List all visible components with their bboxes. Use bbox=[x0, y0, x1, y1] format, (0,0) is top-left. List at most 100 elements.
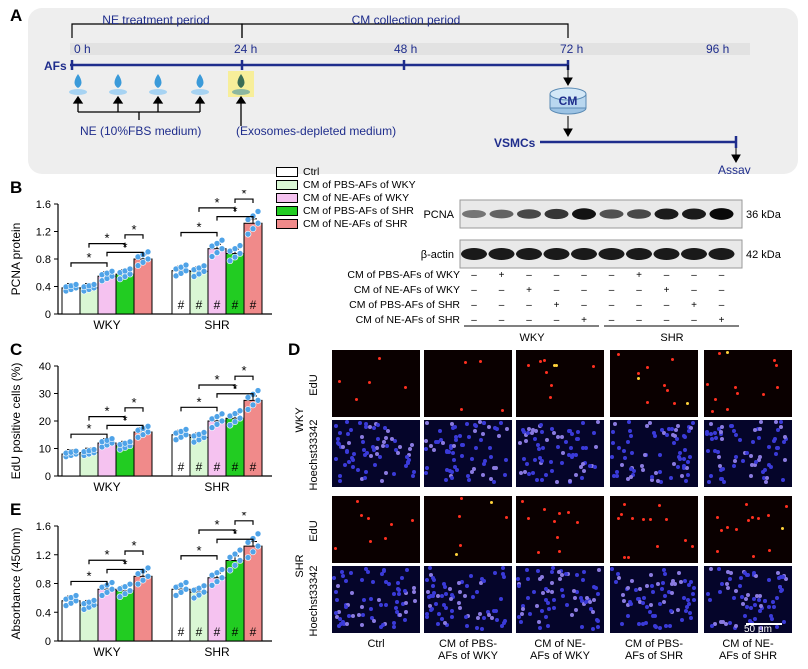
cell-nucleus bbox=[480, 472, 485, 477]
cell-nucleus bbox=[669, 426, 674, 431]
cell-nucleus bbox=[672, 434, 677, 439]
significance-star: * bbox=[241, 512, 246, 523]
cell-nucleus bbox=[728, 570, 733, 575]
significance-bracket bbox=[180, 555, 218, 560]
cell-nucleus bbox=[355, 397, 359, 401]
cell-nucleus bbox=[647, 421, 652, 426]
cell-nucleus bbox=[649, 584, 654, 589]
cell-nucleus bbox=[759, 606, 764, 611]
cell-nucleus bbox=[579, 598, 584, 603]
pcna-band bbox=[627, 209, 651, 219]
cell-nucleus bbox=[525, 430, 530, 435]
cell-nucleus bbox=[529, 431, 534, 436]
cell-nucleus bbox=[375, 445, 380, 450]
data-point bbox=[182, 426, 190, 433]
cell-nucleus bbox=[590, 626, 595, 631]
condition-label-line: CM of NE- bbox=[722, 638, 774, 650]
cell-nucleus bbox=[615, 571, 620, 576]
cell-nucleus bbox=[384, 470, 389, 475]
cell-nucleus bbox=[614, 473, 619, 478]
data-point bbox=[218, 245, 226, 252]
cell-nucleus bbox=[404, 567, 409, 572]
cell-nucleus bbox=[493, 608, 498, 613]
actin-band bbox=[543, 248, 570, 260]
cell-nucleus bbox=[436, 611, 441, 616]
cell-nucleus bbox=[582, 569, 587, 574]
cell-nucleus bbox=[532, 457, 537, 462]
data-point bbox=[231, 253, 239, 261]
actin-band bbox=[626, 248, 652, 260]
cell-nucleus bbox=[650, 590, 655, 595]
cell-nucleus bbox=[686, 598, 691, 603]
cell-nucleus bbox=[637, 600, 642, 605]
significance-bracket bbox=[88, 559, 126, 565]
y-tick-label: 30 bbox=[39, 389, 51, 401]
cell-nucleus bbox=[541, 446, 546, 451]
cell-nucleus bbox=[583, 599, 588, 604]
y-tick-label: 1.2 bbox=[36, 227, 51, 239]
cell-nucleus bbox=[448, 469, 453, 474]
y-axis-label: EdU positive cells (%) bbox=[9, 363, 23, 480]
treatment-mark: + bbox=[581, 315, 587, 326]
cell-nucleus bbox=[480, 577, 484, 582]
cell-nucleus bbox=[719, 529, 723, 533]
cell-nucleus bbox=[347, 614, 352, 618]
cell-nucleus bbox=[346, 603, 351, 608]
treatment-mark: – bbox=[609, 315, 615, 326]
cell-nucleus bbox=[356, 468, 361, 473]
significance-bracket bbox=[198, 529, 236, 535]
treatment-row-label: CM of PBS-AFs of WKY bbox=[347, 269, 460, 281]
cell-nucleus bbox=[434, 602, 439, 607]
y-tick-label: 1.6 bbox=[36, 521, 51, 533]
cell-nucleus bbox=[635, 597, 640, 602]
data-point bbox=[139, 259, 147, 266]
cell-nucleus bbox=[682, 448, 687, 453]
cell-nucleus bbox=[783, 435, 788, 440]
significance-bracket bbox=[234, 375, 254, 381]
cell-nucleus bbox=[687, 583, 692, 588]
cell-nucleus bbox=[550, 427, 555, 431]
cell-nucleus bbox=[500, 566, 505, 570]
data-point bbox=[254, 542, 262, 550]
cell-nucleus bbox=[492, 570, 497, 575]
edu-image bbox=[704, 350, 792, 417]
hoechst-image bbox=[704, 566, 792, 633]
cell-nucleus bbox=[709, 436, 714, 441]
cell-nucleus bbox=[539, 477, 544, 482]
cell-nucleus bbox=[670, 433, 675, 438]
data-point bbox=[116, 593, 124, 601]
cell-nucleus bbox=[668, 623, 673, 628]
cell-nucleus bbox=[705, 382, 709, 386]
data-point bbox=[249, 548, 257, 556]
significance-bracket bbox=[88, 243, 126, 248]
cell-nucleus bbox=[384, 436, 389, 441]
cell-nucleus bbox=[780, 587, 785, 592]
cell-nucleus bbox=[333, 590, 338, 595]
cell-nucleus bbox=[657, 602, 662, 607]
data-point bbox=[208, 582, 216, 589]
data-point bbox=[254, 219, 262, 227]
cell-nucleus bbox=[744, 451, 749, 456]
cell-nucleus bbox=[349, 428, 354, 433]
cell-nucleus bbox=[671, 441, 676, 446]
cell-nucleus bbox=[368, 380, 372, 384]
cell-nucleus bbox=[753, 460, 758, 465]
cell-nucleus bbox=[738, 438, 743, 443]
cell-nucleus bbox=[645, 605, 650, 610]
cell-nucleus bbox=[424, 439, 429, 444]
cell-nucleus bbox=[517, 583, 522, 588]
strain-label: WKY bbox=[294, 407, 306, 433]
cell-nucleus bbox=[351, 451, 356, 456]
cell-nucleus bbox=[504, 457, 509, 462]
pcna-band bbox=[654, 208, 679, 220]
cell-nucleus bbox=[361, 612, 366, 617]
condition-label: Ctrl bbox=[332, 638, 420, 650]
cell-nucleus bbox=[545, 600, 550, 605]
cell-nucleus bbox=[479, 359, 483, 363]
condition-label: CM of PBS- AFs of WKY bbox=[424, 638, 512, 662]
legend-label: Ctrl bbox=[303, 166, 320, 178]
cell-nucleus bbox=[450, 594, 455, 599]
strain-label: SHR bbox=[294, 554, 306, 578]
cell-nucleus bbox=[617, 517, 621, 521]
cell-nucleus bbox=[683, 434, 688, 439]
